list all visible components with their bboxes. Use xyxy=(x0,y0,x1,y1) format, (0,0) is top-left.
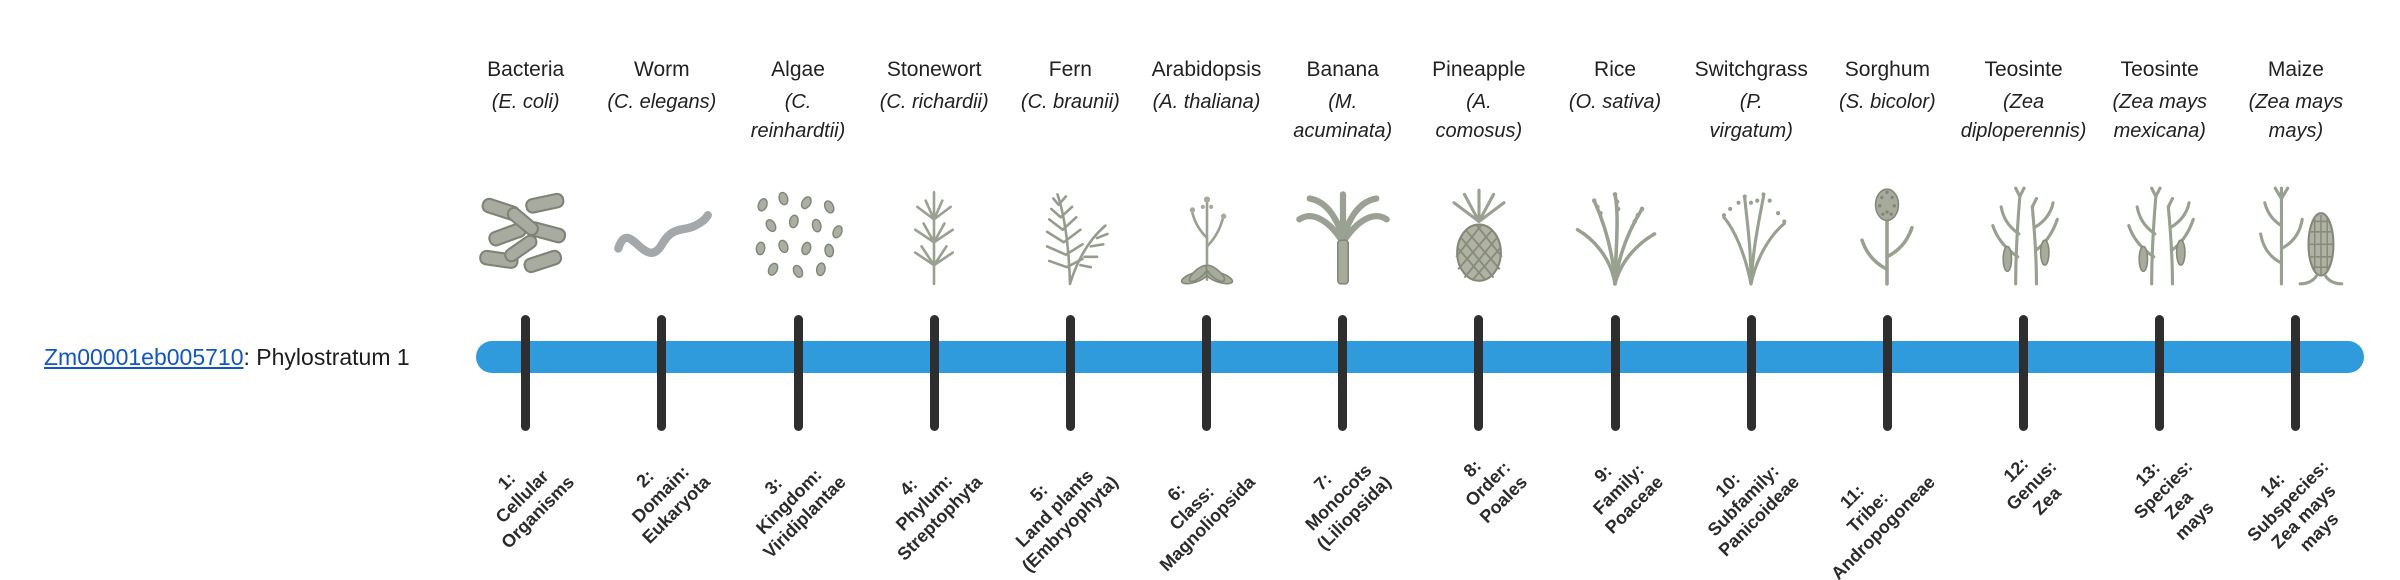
organism-sci-name: (P. virgatum) xyxy=(1709,91,1793,142)
tick-mark xyxy=(1338,315,1348,431)
organism-name: Maize xyxy=(2267,58,2324,81)
organism-column: Algae (C. reinhardtii) 3: Kingdom: Viridipl… xyxy=(718,0,878,580)
organism-name: Fern xyxy=(1048,58,1092,81)
organism-sci-name: (M. acuminata) xyxy=(1293,91,1393,142)
organism-name: Worm xyxy=(634,58,690,81)
organism-name: Stonewort xyxy=(886,58,982,81)
organism-column: Sorghum (S. bicolor) 11: Tribe: Andropogon… xyxy=(1807,0,1967,580)
organism-column: Teosinte (Zea diploperennis) 12: Genus: Zea xyxy=(1944,0,2104,580)
organism-sci-name: (A. comosus) xyxy=(1435,91,1523,142)
organism-sci-name: (A. thaliana) xyxy=(1152,91,1261,113)
phylostratum-stage-label: 9: Family: Poaceae xyxy=(1589,459,1668,538)
phylostratum-stage-label: 12: Genus: Zea xyxy=(1999,453,2065,519)
organism-name: Banana xyxy=(1306,58,1379,81)
organism-sci-name: (C. braunii) xyxy=(1020,91,1120,113)
organism-column: Worm (C. elegans) 2: Domain: Eukaryota xyxy=(582,0,742,580)
organism-column: Fern (C. braunii) 5: Land plants (Embryoph… xyxy=(990,0,1150,580)
phylostratum-stage-label: 4: Phylum: Streptophyta xyxy=(892,470,987,565)
tick-mark xyxy=(2155,315,2165,431)
organism-sci-name: (Zea mays mexicana) xyxy=(2112,91,2207,142)
timeline-bar xyxy=(476,341,2364,373)
organism-sci-name: (C. richardii) xyxy=(879,91,989,113)
organism-column: Teosinte (Zea mays mexicana) 13: Species: Z… xyxy=(2080,0,2240,580)
organism-name: Algae xyxy=(771,58,825,81)
organism-name: Sorghum xyxy=(1844,58,1930,81)
phylostratum-stage-label: 8: Order: Poales xyxy=(1459,455,1531,528)
organism-sci-name: (S. bicolor) xyxy=(1839,91,1936,113)
organism-column: Arabidopsis (A. thaliana) 6: Class: Magnol… xyxy=(1127,0,1287,580)
organism-sci-name: (C. elegans) xyxy=(607,91,717,113)
tick-mark xyxy=(2019,315,2029,431)
tick-mark xyxy=(793,315,803,431)
organism-column: Bacteria (E. coli) 1: Cellular Organisms xyxy=(446,0,606,580)
gene-link[interactable]: Zm00001eb005710 xyxy=(44,344,244,370)
organism-sci-name: (Zea diploperennis) xyxy=(1960,91,2087,142)
gene-label: Zm00001eb005710: Phylostratum 1 xyxy=(44,344,410,371)
phylostratum-stage-label: 3: Kingdom: Viridiplantae xyxy=(752,464,850,563)
tick-mark xyxy=(1610,315,1620,431)
organism-name: Teosinte xyxy=(1984,58,2063,81)
organism-column: Switchgrass (P. virgatum) 10: Subfamily: Pa… xyxy=(1671,0,1831,580)
tick-mark xyxy=(1065,315,1075,431)
tick-mark xyxy=(1202,315,1212,431)
organism-name: Switchgrass xyxy=(1694,58,1808,81)
phylostratum-stage-label: 6: Class: Magnoliopsida xyxy=(1155,471,1259,576)
phylostratum-stage-label: 13: Species: Zea mays xyxy=(2129,456,2218,544)
organism-name: Teosinte xyxy=(2120,58,2199,81)
tick-mark xyxy=(1746,315,1756,431)
tick-mark xyxy=(521,315,531,431)
organism-column: Stonewort (C. richardii) 4: Phylum: Strept… xyxy=(854,0,1014,580)
maize-icon xyxy=(2216,166,2376,288)
organism-sci-name: (E. coli) xyxy=(491,91,560,113)
tick-mark xyxy=(2291,315,2301,431)
organism-name: Bacteria xyxy=(487,58,565,81)
tick-mark xyxy=(1882,315,1892,431)
phylostratum-stage-label: 14: Subspecies: Zea mays mays xyxy=(2243,456,2343,556)
organism-name: Rice xyxy=(1594,58,1637,81)
organism-sci-name: (O. sativa) xyxy=(1568,91,1662,113)
phylostratum-stage-label: 1: Cellular Organisms xyxy=(491,466,578,553)
tick-mark xyxy=(1474,315,1484,431)
organism-sci-name: (C. reinhardtii) xyxy=(750,91,846,142)
phylostratum-stage-label: 5: Land plants (Embryophyta) xyxy=(1012,465,1123,576)
organism-column: Maize (Zea mays mays) 14: Subspecies: Zea m… xyxy=(2216,0,2376,580)
organism-name: Arabidopsis xyxy=(1151,58,1262,81)
organism-sci-name: (Zea mays mays) xyxy=(2248,91,2344,142)
phylostratum-stage-label: 11: Tribe: Andropogoneae xyxy=(1827,471,1940,580)
tick-mark xyxy=(657,315,667,431)
organism-column: Rice (O. sativa) 9: Family: Poaceae xyxy=(1535,0,1695,580)
phylostratum-stage-label: 2: Domain: Eukaryota xyxy=(627,461,714,548)
phylostratum-stage-label: 10: Subfamily: Panicoideae xyxy=(1703,460,1804,561)
organism-column: Banana (M. acuminata) 7: Monocots (Liliopsi… xyxy=(1263,0,1423,580)
tick-mark xyxy=(929,315,939,431)
phylostratum-stage-label: 7: Monocots (Liliopsida) xyxy=(1300,460,1395,554)
phylostratum-text: : Phylostratum 1 xyxy=(243,344,410,370)
organism-column: Pineapple (A. comosus) 8: Order: Poales xyxy=(1399,0,1559,580)
organism-name: Pineapple xyxy=(1432,58,1526,81)
